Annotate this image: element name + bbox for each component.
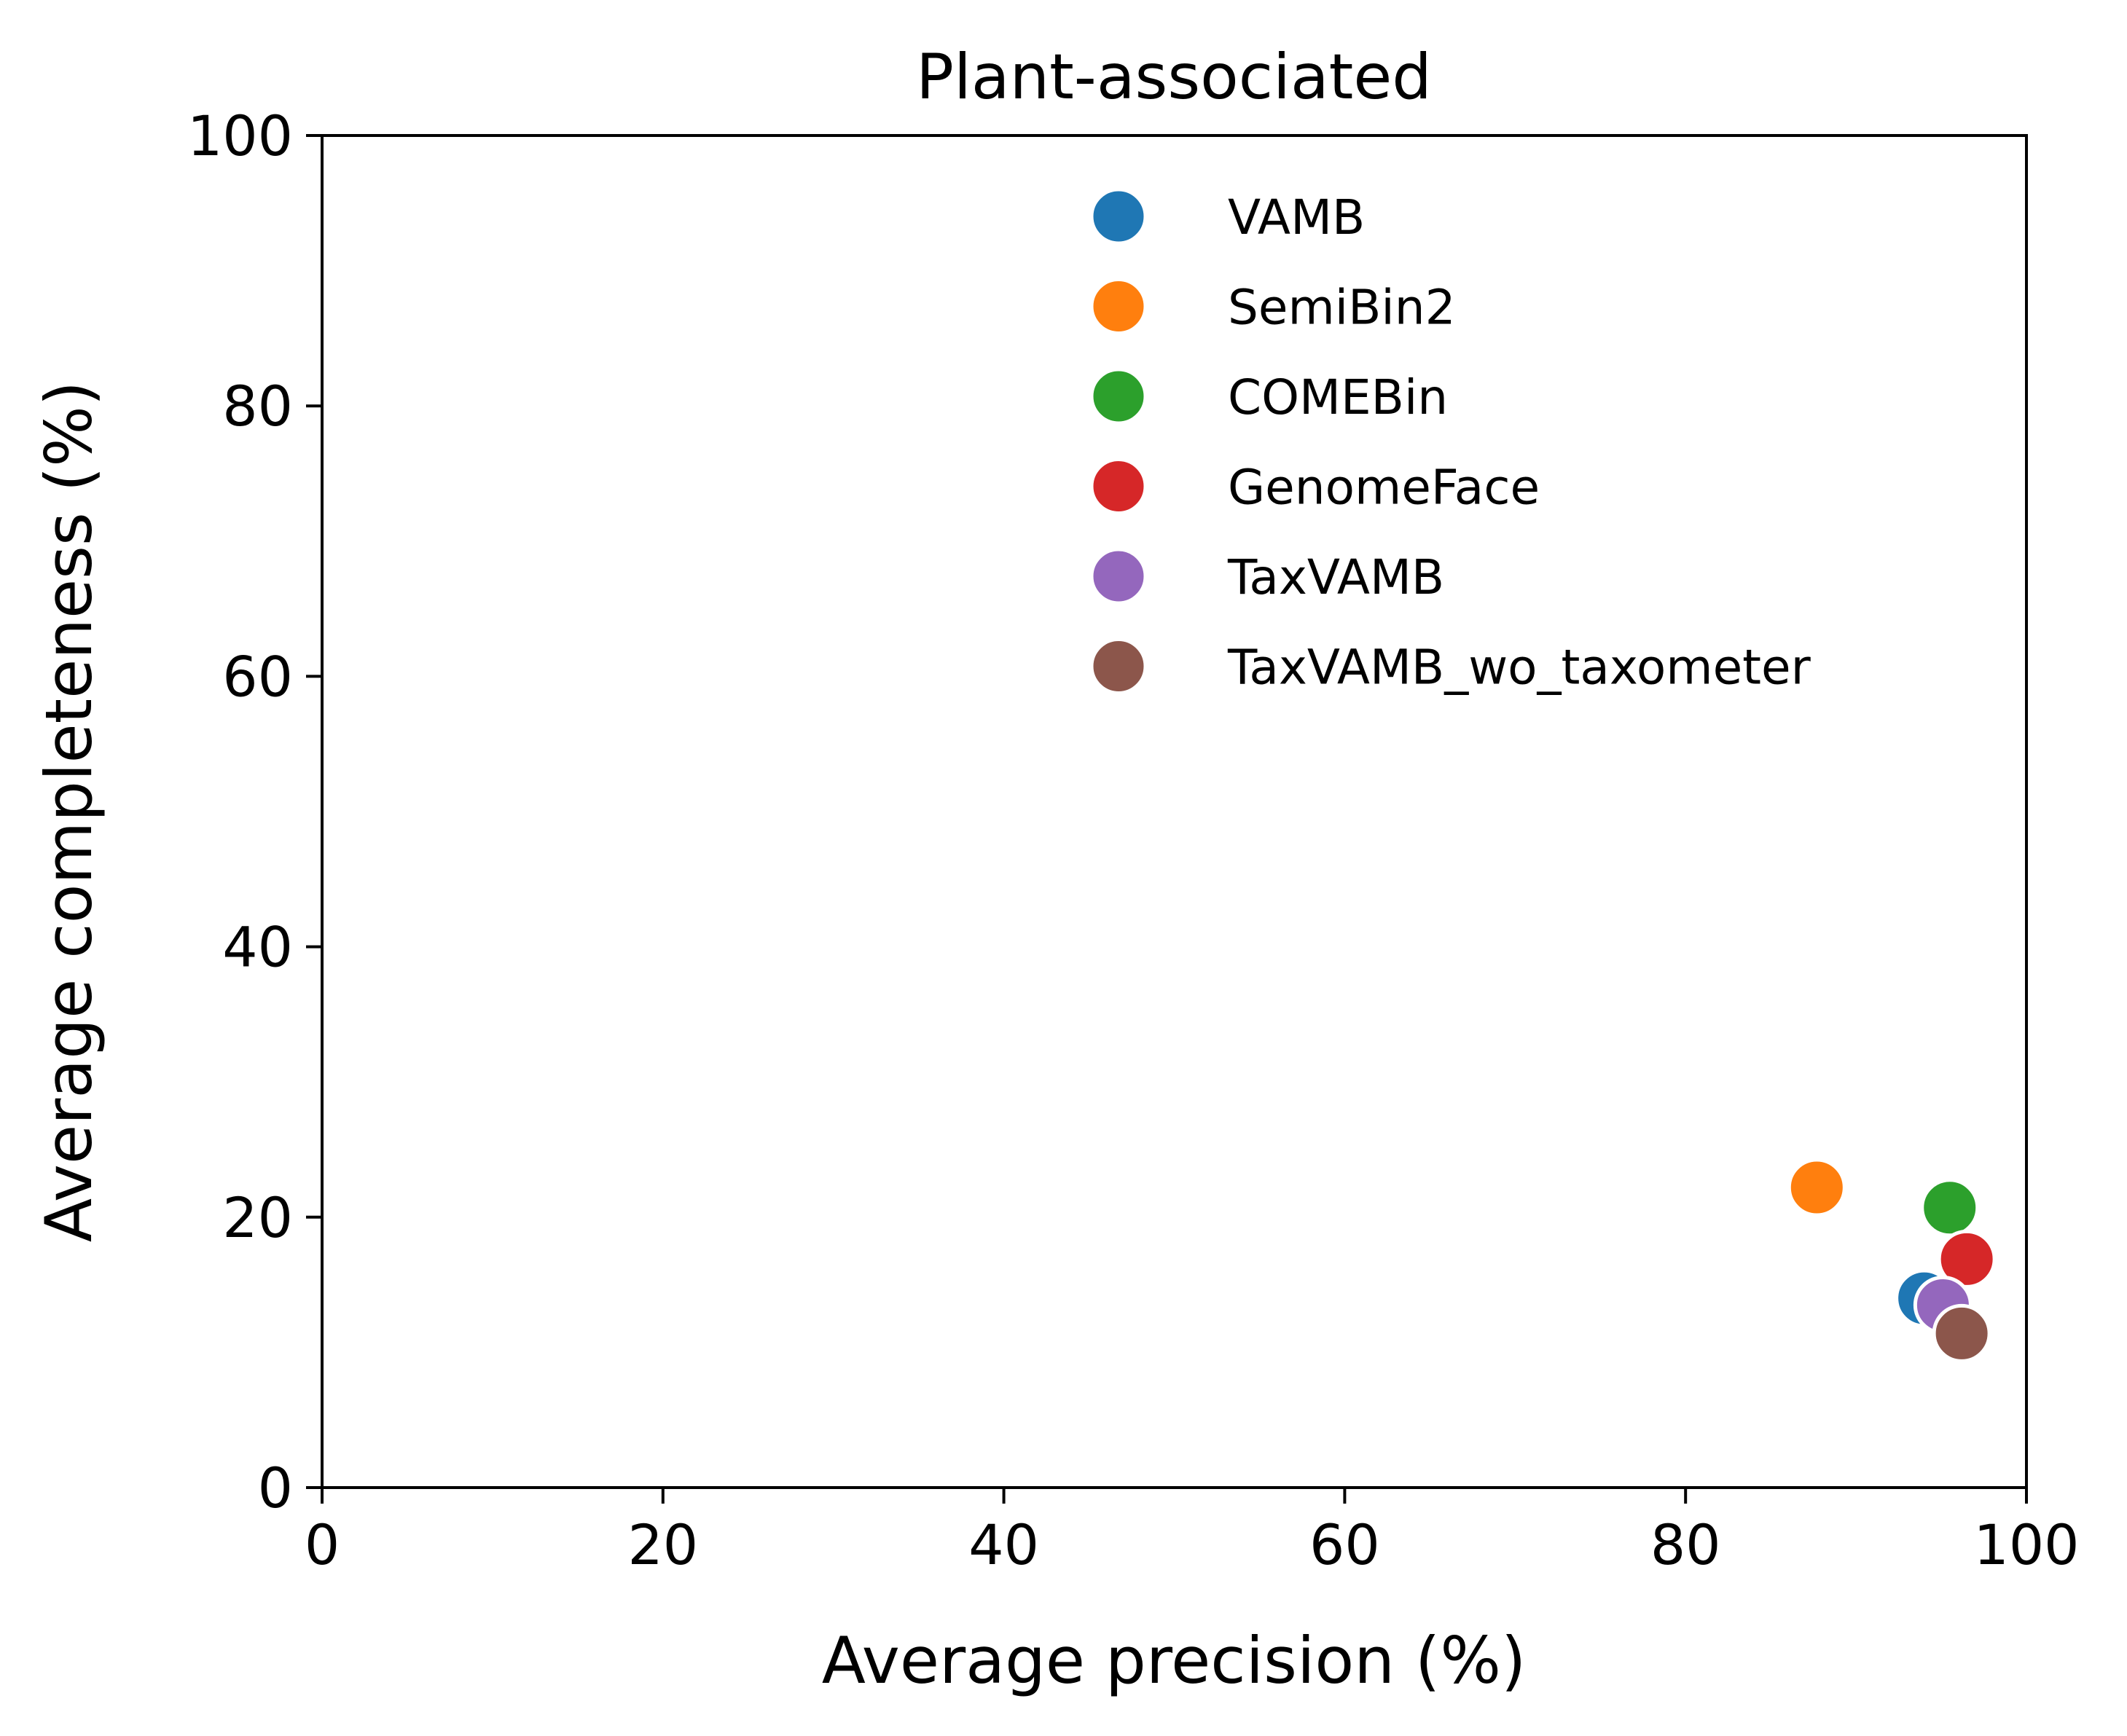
x-tick-label: 60 (1309, 1512, 1380, 1577)
legend-marker (1089, 637, 1148, 695)
y-tick-label: 20 (222, 1185, 293, 1250)
data-point-semibin2 (1787, 1158, 1846, 1217)
x-tick-label: 20 (627, 1512, 698, 1577)
data-point-comebin (1920, 1178, 1980, 1238)
y-tick-label: 100 (187, 103, 293, 168)
legend-label: VAMB (1228, 189, 1365, 246)
x-tick-label: 80 (1650, 1512, 1721, 1577)
x-tick-label: 100 (1973, 1512, 2079, 1577)
x-tick-label: 40 (968, 1512, 1039, 1577)
y-tick-label: 40 (222, 915, 293, 980)
data-point-genomeface (1937, 1229, 1997, 1289)
legend-label: SemiBin2 (1228, 280, 1456, 336)
chart-title: Plant-associated (916, 41, 1432, 114)
legend-marker (1089, 367, 1148, 425)
legend-label: TaxVAMB_wo_taxometer (1227, 640, 1811, 696)
points-layer (1787, 1158, 1997, 1363)
y-tick-label: 80 (222, 374, 293, 439)
legend-marker (1089, 457, 1148, 515)
legend-label: GenomeFace (1228, 460, 1540, 516)
y-tick-label: 0 (258, 1456, 293, 1520)
x-tick-label: 0 (305, 1512, 340, 1577)
legend-marker (1089, 547, 1148, 605)
y-tick-label: 60 (222, 644, 293, 709)
y-axis-label: Average completeness (%) (31, 381, 106, 1242)
plot-frame (321, 134, 2028, 1489)
data-point-taxvamb-wo-taxometer (1932, 1303, 1991, 1363)
legend-label: COMEBin (1228, 369, 1448, 425)
legend-marker (1089, 187, 1148, 246)
x-axis-ticks: 0 20 40 60 80 100 (305, 1488, 2080, 1577)
legend: VAMB SemiBin2 COMEBin GenomeFace TaxVAMB TaxV… (1089, 187, 1811, 696)
y-axis-ticks: 0 20 40 60 80 100 (187, 103, 322, 1520)
x-axis-label: Average precision (%) (822, 1623, 1527, 1698)
legend-marker (1089, 278, 1148, 335)
legend-label: TaxVAMB (1227, 549, 1444, 605)
